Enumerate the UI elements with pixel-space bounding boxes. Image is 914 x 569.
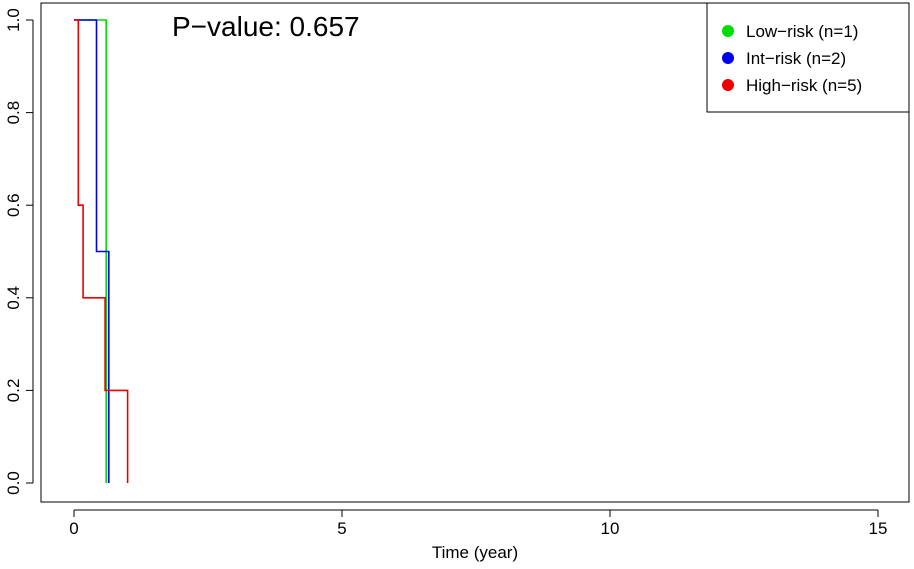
legend-label: Low−risk (n=1): [746, 22, 858, 41]
legend-label: Int−risk (n=2): [746, 49, 846, 68]
x-axis-title: Time (year): [432, 543, 518, 562]
y-tick-label: 0.2: [4, 379, 23, 403]
series-layer: [74, 19, 129, 483]
x-tick-label: 5: [337, 519, 346, 538]
legend-label: High−risk (n=5): [746, 76, 862, 95]
x-axis: 0 5 10 15: [69, 509, 888, 538]
y-tick-label: 0.0: [4, 471, 23, 495]
x-tick-label: 10: [601, 519, 620, 538]
y-tick-label: 0.8: [4, 101, 23, 125]
p-value-annotation: P−value: 0.657: [172, 11, 360, 42]
legend-marker: [722, 52, 734, 64]
plot-frame: [40, 2, 910, 503]
series-line: [74, 19, 129, 483]
series-line: [74, 19, 110, 483]
y-tick-label: 0.4: [4, 286, 23, 310]
y-tick-label: 1.0: [4, 8, 23, 32]
legend-box: [706, 2, 910, 113]
y-axis: 0.0 0.2 0.4 0.6 0.8 1.0: [4, 8, 34, 495]
y-tick-label: 0.6: [4, 193, 23, 217]
legend-marker: [722, 79, 734, 91]
legend: Low−risk (n=1) Int−risk (n=2) High−risk (n…: [706, 2, 910, 113]
legend-marker: [722, 25, 734, 37]
x-tick-label: 15: [869, 519, 888, 538]
x-tick-label: 0: [69, 519, 78, 538]
